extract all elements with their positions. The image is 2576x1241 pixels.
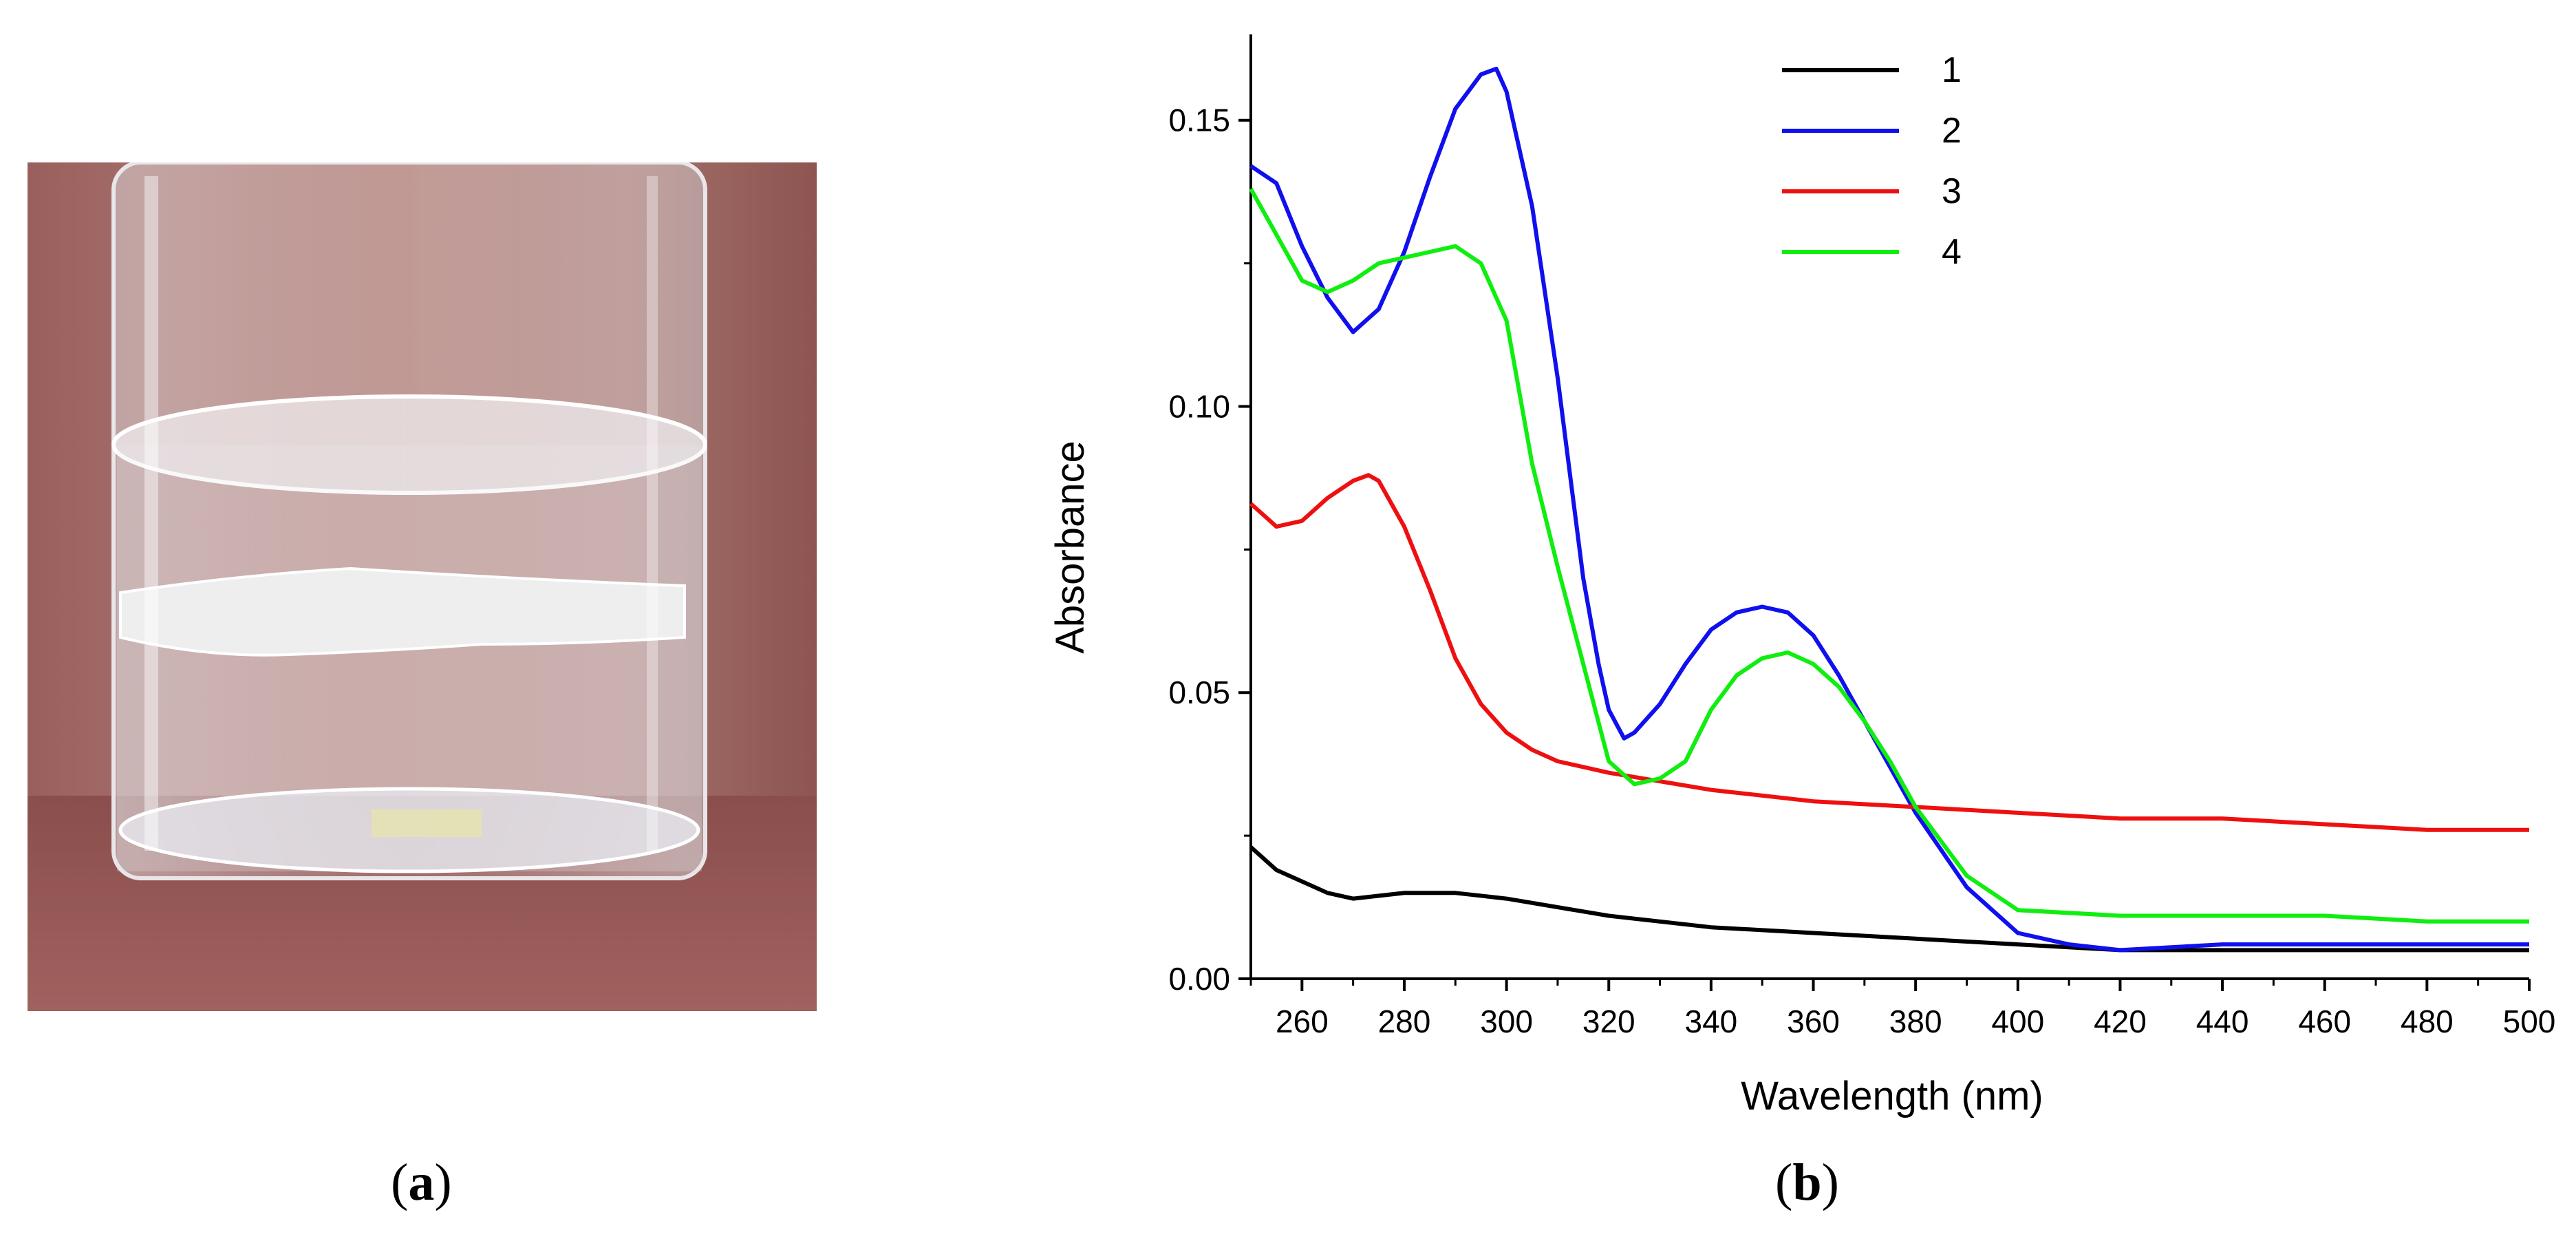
x-tick-label: 480 (2401, 1004, 2454, 1039)
chart-legend: 1 2 3 4 (1782, 50, 1962, 272)
x-tick-label: 380 (1889, 1004, 1942, 1039)
series-line-1 (1249, 845, 2529, 953)
chart-axes: 260 280 300 320 340 360 380 400 420 440 460 480 500 0… (1168, 34, 2555, 1039)
series-line-2 (1249, 66, 2529, 953)
x-tick-label: 280 (1378, 1004, 1431, 1039)
x-axis-label: Wavelength (nm) (1741, 1074, 2043, 1118)
y-tick-label: 0.10 (1168, 388, 1230, 424)
x-tick-label: 340 (1685, 1004, 1738, 1039)
legend-label-4: 4 (1942, 232, 1962, 272)
y-tick-label: 0.15 (1168, 103, 1230, 138)
y-tick-label: 0.00 (1168, 961, 1230, 997)
x-tick-label: 420 (2094, 1004, 2147, 1039)
panel-label-a-text: a (408, 1154, 435, 1211)
x-tick-label: 440 (2196, 1004, 2249, 1039)
legend-label-2: 2 (1942, 111, 1962, 151)
x-tick-label: 320 (1582, 1004, 1635, 1039)
series-line-4 (1249, 188, 2529, 924)
legend-label-3: 3 (1942, 171, 1962, 211)
panel-label-b-text: b (1792, 1154, 1822, 1211)
panel-label-a: (a) (391, 1154, 452, 1211)
x-tick-label: 460 (2298, 1004, 2351, 1039)
x-tick-label: 400 (1991, 1004, 2044, 1039)
panel-label-b: (b) (1775, 1154, 1839, 1211)
y-tick-label: 0.05 (1168, 675, 1230, 710)
vial-photo (28, 162, 817, 1011)
legend-label-1: 1 (1942, 50, 1962, 90)
x-tick-label: 500 (2503, 1004, 2556, 1039)
y-axis-label: Absorbance (1048, 441, 1093, 654)
series-line-3 (1249, 473, 2529, 832)
chart-series (1249, 66, 2529, 953)
x-tick-label: 260 (1276, 1004, 1329, 1039)
x-tick-label: 300 (1480, 1004, 1533, 1039)
x-tick-label: 360 (1787, 1004, 1840, 1039)
